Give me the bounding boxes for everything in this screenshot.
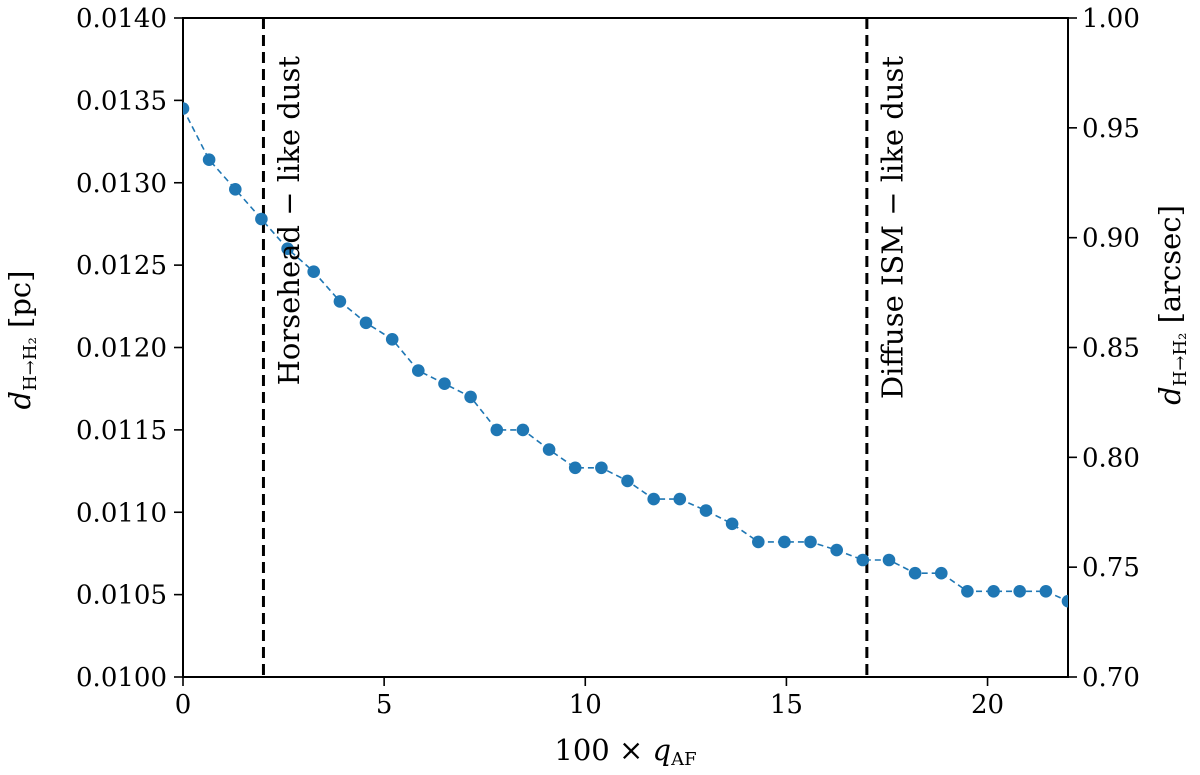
y-left-tick-label: 0.0100 <box>76 663 167 693</box>
data-point <box>202 153 216 166</box>
series-0 <box>183 102 1068 608</box>
y-right-tick-label: 0.90 <box>1082 224 1140 254</box>
data-point <box>856 553 870 567</box>
data-point <box>908 566 922 580</box>
data-point <box>385 333 399 346</box>
data-point <box>281 242 294 255</box>
data-point <box>830 543 843 557</box>
x-tick-label: 20 <box>971 690 1004 720</box>
x-tick-label: 10 <box>569 690 602 720</box>
y-left-tick-label: 0.0120 <box>76 334 167 364</box>
data-point <box>359 316 373 330</box>
data-point <box>778 535 791 549</box>
y-right-tick-label: 0.95 <box>1082 114 1140 144</box>
y-right-axis-label: dH→H₂ [arcsec] <box>1153 205 1191 405</box>
data-point <box>804 535 817 549</box>
y-right-tick-label: 0.80 <box>1082 443 1140 473</box>
data-point <box>542 443 556 456</box>
y-right-tick-label: 0.70 <box>1082 663 1140 693</box>
y-left-tick-label: 0.0105 <box>76 581 167 611</box>
y-right-tick-label: 0.85 <box>1082 334 1140 364</box>
data-point <box>621 474 634 488</box>
y-left-axis-label: dH→H₂ [pc] <box>3 271 41 410</box>
y-right-tick-label: 0.75 <box>1082 553 1140 583</box>
axes-frame <box>182 17 1069 678</box>
x-tick-label: 0 <box>175 690 192 720</box>
data-point <box>673 492 687 506</box>
plot-border <box>182 17 1069 678</box>
data-point <box>516 423 530 437</box>
data-point <box>307 265 321 279</box>
x-tick-label: 15 <box>770 690 803 720</box>
data-point <box>1013 585 1026 598</box>
data-point <box>255 212 268 226</box>
axis-labels: Horsehead − like dust Diffuse ISM − like … <box>3 56 1191 770</box>
x-tick-label: 5 <box>376 690 393 720</box>
data-point <box>333 295 347 308</box>
data-series <box>183 102 1068 608</box>
data-point <box>438 377 451 391</box>
data-point <box>882 553 896 567</box>
vline-label-0: Horsehead − like dust <box>272 56 306 386</box>
y-left-tick-label: 0.0130 <box>76 169 167 199</box>
data-point <box>935 566 948 580</box>
data-point <box>725 517 739 531</box>
data-point <box>568 461 582 475</box>
data-point <box>412 364 425 377</box>
series-line <box>183 108 1068 602</box>
y-right-tick-label: 1.00 <box>1082 4 1140 34</box>
data-point <box>1039 585 1053 598</box>
vertical-reference-lines <box>261 18 869 677</box>
data-point <box>752 535 765 549</box>
data-point <box>464 390 477 404</box>
y-left-tick-label: 0.0135 <box>76 86 167 116</box>
vline-label-1: Diffuse ISM − like dust <box>875 56 909 399</box>
data-point <box>647 492 660 506</box>
ticks: 0 5 10 15 20 0.0100 0.0105 0.0110 0.0115 0.0120 0.… <box>76 4 1140 720</box>
y-left-tick-label: 0.0140 <box>76 4 167 34</box>
x-axis-label: 100 × qAF <box>554 733 696 770</box>
data-point <box>1061 594 1068 608</box>
data-point <box>229 183 242 196</box>
y-left-tick-label: 0.0115 <box>76 416 167 446</box>
y-left-tick-label: 0.0110 <box>76 498 167 528</box>
y-left-tick-label: 0.0125 <box>76 251 167 281</box>
data-point <box>699 504 713 517</box>
data-point <box>987 585 1000 598</box>
data-point <box>961 585 974 598</box>
data-point <box>595 461 608 475</box>
data-point <box>183 102 190 115</box>
data-point <box>490 423 504 437</box>
